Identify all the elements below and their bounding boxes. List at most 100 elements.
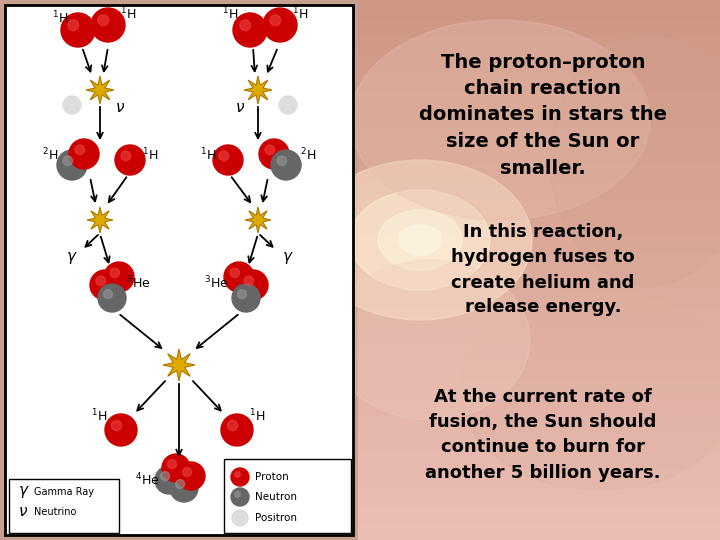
Text: $^1$H: $^1$H	[91, 408, 107, 424]
Ellipse shape	[460, 290, 720, 490]
Bar	[358, 503, 720, 522]
Bar	[358, 179, 720, 198]
Bar	[358, 485, 720, 504]
Circle shape	[63, 156, 73, 166]
Circle shape	[224, 262, 254, 292]
Circle shape	[121, 151, 130, 160]
Bar	[358, 269, 720, 288]
Circle shape	[213, 145, 243, 175]
Circle shape	[90, 270, 120, 300]
Text: Neutrino: Neutrino	[34, 507, 76, 517]
Circle shape	[270, 15, 281, 26]
Ellipse shape	[308, 160, 532, 320]
Circle shape	[183, 468, 192, 477]
Bar	[358, 0, 720, 18]
Circle shape	[57, 150, 87, 180]
Text: $^1$H: $^1$H	[249, 408, 265, 424]
Circle shape	[238, 270, 268, 300]
Circle shape	[112, 421, 122, 430]
Circle shape	[232, 284, 260, 312]
Text: $^1$H: $^1$H	[120, 6, 136, 22]
Ellipse shape	[378, 210, 462, 270]
Text: $\nu$: $\nu$	[235, 100, 245, 116]
Text: In this reaction,
hydrogen fuses to
create helium and
release energy.: In this reaction, hydrogen fuses to crea…	[451, 224, 635, 316]
Ellipse shape	[330, 260, 530, 420]
Bar	[358, 413, 720, 432]
Circle shape	[265, 145, 274, 154]
Bar	[358, 161, 720, 180]
Circle shape	[96, 276, 106, 286]
Circle shape	[231, 488, 249, 506]
Text: $\nu$: $\nu$	[115, 100, 125, 116]
Circle shape	[98, 15, 109, 26]
Circle shape	[170, 474, 198, 502]
Text: Proton: Proton	[255, 472, 289, 482]
Bar	[358, 89, 720, 108]
Circle shape	[228, 421, 238, 430]
Bar	[358, 71, 720, 90]
Text: $^2$H: $^2$H	[300, 147, 316, 163]
Circle shape	[176, 480, 184, 489]
Circle shape	[104, 289, 112, 299]
Circle shape	[177, 462, 205, 490]
Text: $^1$H: $^1$H	[142, 147, 158, 163]
Bar	[358, 143, 720, 162]
Circle shape	[233, 13, 267, 47]
Text: $^3$He: $^3$He	[126, 275, 150, 291]
Bar	[5, 5, 353, 535]
Text: $^3$He: $^3$He	[204, 275, 228, 291]
Circle shape	[68, 20, 78, 31]
Circle shape	[155, 466, 183, 494]
Bar	[358, 287, 720, 306]
Bar	[358, 323, 720, 342]
Text: Neutron: Neutron	[255, 492, 297, 502]
Circle shape	[105, 414, 137, 446]
Circle shape	[238, 289, 246, 299]
Text: $^4$He: $^4$He	[135, 472, 159, 488]
Bar	[358, 125, 720, 144]
Circle shape	[231, 468, 249, 486]
Bar	[358, 107, 720, 126]
Circle shape	[161, 471, 170, 481]
Text: $^2$H: $^2$H	[42, 147, 58, 163]
Bar	[358, 521, 720, 540]
Text: $^1$H: $^1$H	[200, 147, 216, 163]
Text: The proton–proton
chain reaction
dominates in stars the
size of the Sun or
small: The proton–proton chain reaction dominat…	[419, 52, 667, 178]
Bar	[358, 467, 720, 486]
Bar	[358, 53, 720, 72]
Text: $\nu$: $\nu$	[18, 504, 28, 519]
Bar	[358, 197, 720, 216]
Text: At the current rate of
fusion, the Sun should
continue to burn for
another 5 bil: At the current rate of fusion, the Sun s…	[426, 388, 661, 482]
Bar	[358, 449, 720, 468]
Text: $^1$H: $^1$H	[222, 6, 238, 22]
FancyBboxPatch shape	[224, 459, 351, 533]
Bar	[358, 377, 720, 396]
Circle shape	[104, 262, 134, 292]
Ellipse shape	[350, 20, 650, 220]
Circle shape	[61, 13, 95, 47]
Circle shape	[221, 414, 253, 446]
Bar	[5, 5, 353, 535]
Circle shape	[259, 139, 289, 169]
Circle shape	[63, 96, 81, 114]
Circle shape	[279, 96, 297, 114]
Polygon shape	[86, 76, 114, 104]
Bar	[358, 341, 720, 360]
Text: $\gamma$: $\gamma$	[66, 250, 78, 266]
Bar	[358, 359, 720, 378]
Circle shape	[277, 156, 287, 166]
Text: Gamma Ray: Gamma Ray	[34, 487, 94, 497]
Polygon shape	[163, 349, 195, 381]
Circle shape	[98, 284, 126, 312]
Circle shape	[69, 139, 99, 169]
Text: $^1$H: $^1$H	[52, 10, 68, 26]
Bar	[358, 35, 720, 54]
Text: $\gamma$: $\gamma$	[282, 250, 294, 266]
Circle shape	[235, 491, 240, 497]
Bar	[358, 233, 720, 252]
Polygon shape	[87, 207, 113, 233]
Ellipse shape	[399, 225, 441, 255]
Text: $\gamma$: $\gamma$	[18, 484, 30, 500]
Circle shape	[115, 145, 145, 175]
Ellipse shape	[550, 35, 720, 285]
